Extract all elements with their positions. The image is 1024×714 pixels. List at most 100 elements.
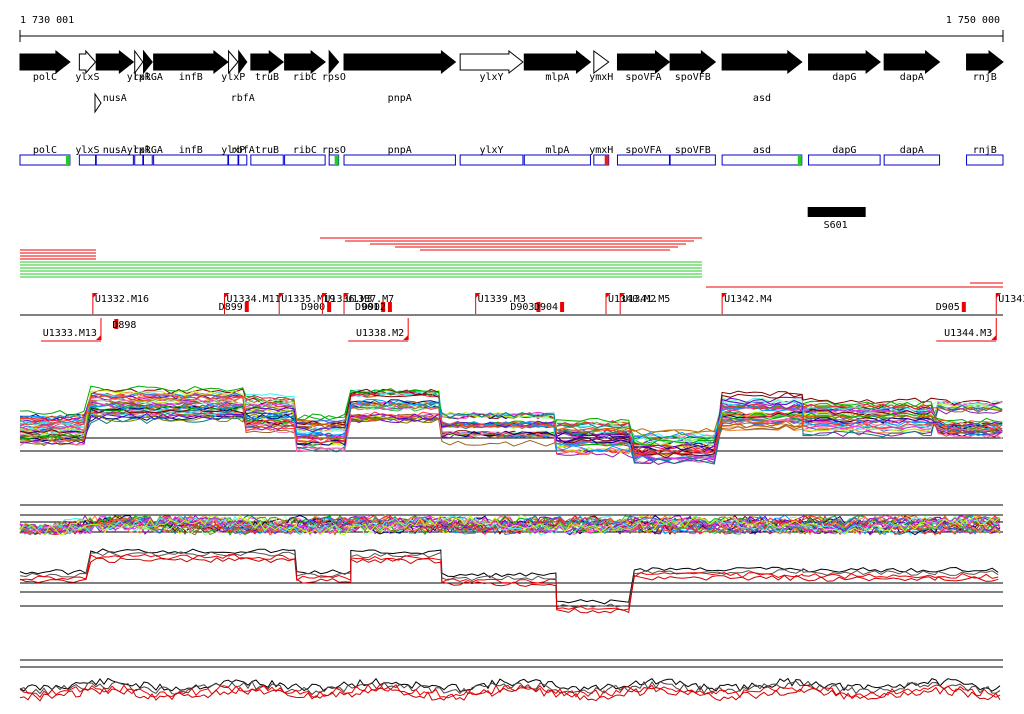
transcript-label: U1343.M7	[998, 294, 1024, 305]
gene-label-dapG: dapG	[832, 72, 856, 83]
transcript-arrow	[279, 293, 285, 298]
terminator-mark	[560, 302, 565, 312]
wiggle-line	[19, 515, 1001, 535]
transcript-arrow	[95, 335, 101, 340]
gene-box-label-mlpA: mlpA	[545, 145, 569, 156]
gene-box-ylxS	[78, 154, 97, 166]
transcript-label: U1338.M2	[356, 328, 404, 339]
transcript-label: U1340.M2	[608, 294, 656, 305]
gene-label-ribC: ribC	[293, 72, 317, 83]
wiggle-line	[19, 514, 1001, 536]
wiggle-line	[19, 514, 1001, 536]
expression-line	[19, 396, 1003, 453]
gene-arrow-polC	[19, 49, 71, 75]
gene-box-nusA	[95, 154, 134, 166]
gene-label-ylxP: ylxP	[221, 72, 245, 83]
terminator-label: D904	[534, 302, 558, 313]
wiggle-line	[19, 514, 1001, 535]
transcript-arrow	[620, 293, 626, 298]
gene-box-asd	[721, 154, 803, 166]
gene-label-ymxH: ymxH	[589, 72, 613, 83]
gene-arrow-dapG	[808, 49, 881, 75]
gene-box-truB	[250, 154, 284, 166]
gene-box-label-pnpA: pnpA	[388, 145, 412, 156]
gene-label-rbfA: rbfA	[231, 93, 255, 104]
gene-box-label-ylxR: ylxR	[127, 145, 152, 156]
bottom-line	[19, 683, 1001, 699]
expression-line	[19, 398, 1003, 453]
expression-line	[19, 389, 1003, 444]
gene-arrow-truB	[250, 49, 285, 75]
transcript-arrow	[344, 293, 350, 298]
terminator-mark	[114, 319, 119, 329]
expression-line	[19, 397, 1003, 447]
terminator-label: D898	[112, 320, 136, 331]
expression-line	[19, 393, 1003, 456]
gene-label-dapA: dapA	[900, 72, 924, 83]
gene-arrow-spoVFB	[669, 49, 717, 75]
transcript-label: U1344.M3	[944, 328, 992, 339]
gene-label-infB: infB	[179, 72, 203, 83]
gene-label-nusA: nusA	[103, 93, 127, 104]
transcript-label: U1332.M16	[95, 294, 149, 305]
gene-box-accent-rpsO	[334, 155, 339, 165]
gene-arrow-pnpA	[343, 49, 457, 75]
gene-arrow-rbfA	[238, 49, 248, 75]
transcript-label: U1342.M4	[724, 294, 772, 305]
gene-arrow-ylxR	[134, 49, 144, 75]
transcript-arrow	[224, 293, 230, 298]
transcript-label: U1334.M11	[227, 294, 281, 305]
gene-label-pnpA: pnpA	[388, 93, 412, 104]
gene-box-label-ymxH: ymxH	[589, 145, 613, 156]
gene-label-polC: polC	[33, 72, 57, 83]
gene-box-label-rpsO: rpsO	[322, 145, 346, 156]
gene-box-label-truB: truB	[255, 145, 279, 156]
gene-arrow-asd	[721, 49, 803, 75]
expression-profile-track	[19, 385, 1003, 465]
gene-arrow-ylxP	[228, 49, 239, 75]
transcript-arrow	[322, 293, 328, 298]
gene-box-polC	[19, 154, 71, 166]
gene-arrow-infB	[153, 49, 229, 75]
terminator-mark	[536, 302, 541, 312]
terminator-label: D905	[936, 302, 960, 313]
gene-box-dapA	[883, 154, 941, 166]
expression-line	[19, 403, 1003, 461]
gene-label-ylxS: ylxS	[75, 72, 99, 83]
summary-line	[19, 553, 999, 611]
gene-box-accent-asd	[797, 155, 802, 165]
terminator-label: D901	[355, 302, 379, 313]
transcript-arrow	[996, 293, 1002, 298]
gene-label-rplGA: rplGA	[133, 72, 163, 83]
transcript-arrow	[722, 293, 728, 298]
gene-arrow-rpsO	[328, 49, 340, 75]
gene-box-ylxY	[459, 154, 524, 166]
gene-box-ylxR	[134, 154, 144, 166]
wiggle-track	[19, 504, 1003, 536]
gene-box-rnjB	[966, 154, 1004, 166]
gene-box-mlpA	[523, 154, 591, 166]
transcript-label: U1335.M19	[281, 294, 335, 305]
reads-track	[20, 237, 1003, 288]
gene-box-label-ylxY: ylxY	[480, 145, 504, 156]
terminator-mark	[327, 302, 332, 312]
gene-arrow-mlpA	[523, 49, 592, 75]
transcript-label: U1339.M3	[478, 294, 526, 305]
end-coordinate-label: 1 750 000	[946, 15, 1000, 26]
gene-box-label-spoVFA: spoVFA	[625, 145, 661, 156]
gene-arrow-dapA	[883, 49, 941, 75]
gene-box-ymxH	[593, 154, 610, 166]
gene-box-label-rnjB: rnjB	[973, 145, 997, 156]
terminator-mark	[961, 302, 966, 312]
gene-label-ylxR: ylxR	[127, 72, 152, 83]
bottom-profile-track	[19, 659, 1003, 702]
expression-line	[19, 388, 1003, 459]
gene-arrow-nusA	[95, 49, 135, 75]
gene-label-asd: asd	[753, 93, 771, 104]
gene-box-label-ylxP: ylxP	[221, 145, 245, 156]
start-coordinate-label: 1 730 001	[20, 15, 74, 26]
gene-box-infB	[153, 154, 229, 166]
